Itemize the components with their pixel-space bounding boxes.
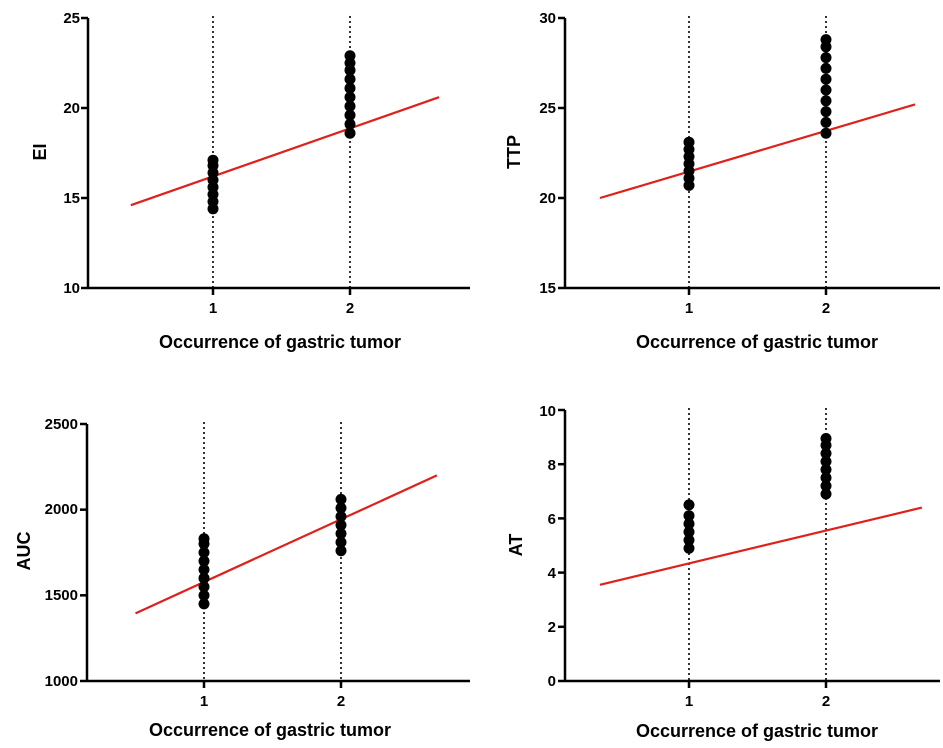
data-point <box>335 493 347 505</box>
y-tick-label: 1000 <box>45 673 78 690</box>
data-point <box>683 542 695 554</box>
y-tick-label: 20 <box>539 190 556 207</box>
data-point <box>344 118 356 130</box>
data-point <box>683 136 695 148</box>
data-point <box>820 106 832 118</box>
y-tick-label: 8 <box>548 457 556 474</box>
y-axis-title: TTP <box>504 135 524 169</box>
data-point <box>198 533 210 545</box>
y-tick-label: 1500 <box>45 587 78 604</box>
data-point <box>335 545 347 557</box>
data-point <box>198 581 210 593</box>
x-tick-label: 1 <box>209 300 217 317</box>
data-point <box>335 536 347 548</box>
chart-marks <box>558 16 940 295</box>
chart-marks <box>558 408 940 688</box>
data-point <box>198 572 210 584</box>
data-point <box>335 528 347 540</box>
x-tick-label: 2 <box>346 300 354 317</box>
y-axis-title: EI <box>30 143 50 160</box>
data-point <box>344 100 356 112</box>
y-tick-label: 30 <box>539 10 556 27</box>
data-point <box>820 52 832 64</box>
data-point <box>335 502 347 514</box>
chart-panel-ei: 10 15 20 25 1 2 Occurrence of gastric tu… <box>30 10 470 352</box>
data-point <box>820 455 832 467</box>
data-point <box>198 555 210 567</box>
data-point <box>683 518 695 530</box>
data-point <box>344 73 356 85</box>
chart-panel-auc: 1000 1500 2000 2500 1 2 Occurrence of ga… <box>14 416 470 740</box>
data-point <box>820 127 832 139</box>
data-point <box>344 82 356 94</box>
x-tick-label: 2 <box>822 693 830 710</box>
data-point <box>335 519 347 531</box>
y-tick-label: 15 <box>539 280 556 297</box>
y-tick-label: 2500 <box>45 416 78 433</box>
y-axis-title: AT <box>506 534 526 557</box>
data-point <box>820 95 832 107</box>
y-tick-label: 25 <box>63 10 80 27</box>
data-point <box>344 50 356 62</box>
data-point <box>198 589 210 601</box>
chart-marks <box>81 16 470 295</box>
data-point <box>820 34 832 46</box>
y-tick-label: 4 <box>548 565 557 582</box>
regression-line <box>599 103 916 200</box>
data-point <box>820 472 832 484</box>
data-point <box>198 564 210 576</box>
data-point <box>820 116 832 128</box>
data-point <box>820 432 832 444</box>
x-tick-label: 2 <box>337 693 345 710</box>
data-point <box>683 499 695 511</box>
data-point <box>683 534 695 546</box>
y-tick-label: 10 <box>539 403 556 420</box>
data-point <box>820 464 832 476</box>
regression-line <box>130 96 440 207</box>
x-tick-label: 2 <box>822 300 830 317</box>
y-tick-label: 2 <box>548 619 556 636</box>
y-tick-label: 2000 <box>45 501 78 518</box>
data-point <box>820 62 832 74</box>
x-axis-title: Occurrence of gastric tumor <box>636 721 878 741</box>
data-point <box>207 154 219 166</box>
data-point <box>820 447 832 459</box>
y-tick-label: 6 <box>548 511 556 528</box>
x-tick-label: 1 <box>685 300 693 317</box>
data-point <box>335 511 347 523</box>
x-axis-title: Occurrence of gastric tumor <box>159 332 401 352</box>
regression-line <box>599 506 923 586</box>
data-point <box>198 598 210 610</box>
chart-marks <box>80 422 470 688</box>
y-tick-label: 20 <box>63 100 80 117</box>
data-point <box>683 526 695 538</box>
data-point <box>198 547 210 558</box>
x-tick-label: 1 <box>685 693 693 710</box>
y-tick-label: 25 <box>539 100 556 117</box>
data-point <box>820 73 832 85</box>
x-tick-label: 1 <box>200 693 208 710</box>
chart-panel-ttp: 15 20 25 30 1 2 Occurrence of gastric tu… <box>504 10 940 352</box>
y-axis-title: AUC <box>14 532 34 571</box>
regression-line <box>135 474 438 615</box>
y-tick-label: 15 <box>63 190 80 207</box>
data-point <box>820 480 832 492</box>
data-point <box>683 510 695 522</box>
data-point <box>344 109 356 121</box>
data-point <box>344 127 356 139</box>
y-tick-label: 0 <box>548 673 556 690</box>
data-point <box>820 488 832 500</box>
data-point <box>344 91 356 103</box>
x-axis-title: Occurrence of gastric tumor <box>149 720 391 740</box>
chart-panel-at: 0 2 4 6 8 10 1 2 Occurrence of gastric t… <box>506 403 940 741</box>
y-tick-label: 10 <box>63 280 80 297</box>
x-axis-title: Occurrence of gastric tumor <box>636 332 878 352</box>
data-point <box>820 84 832 96</box>
